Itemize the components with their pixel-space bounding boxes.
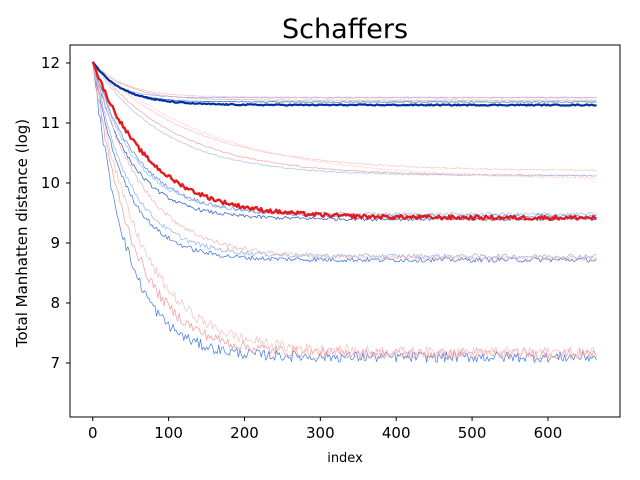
x-axis-ticks: 0 100 200 300 400 500 600 bbox=[88, 417, 562, 442]
y-tick-label: 12 bbox=[41, 54, 60, 72]
y-tick-label: 7 bbox=[50, 354, 60, 372]
x-tick-label: 500 bbox=[458, 424, 487, 442]
x-tick-label: 100 bbox=[154, 424, 183, 442]
series-line bbox=[92, 61, 597, 358]
series-line bbox=[92, 61, 597, 263]
series-line bbox=[92, 61, 597, 101]
series-line bbox=[92, 61, 597, 363]
series-line bbox=[91, 61, 597, 221]
y-tick-label: 8 bbox=[50, 294, 60, 312]
x-tick-label: 0 bbox=[88, 424, 98, 442]
plot-lines bbox=[91, 61, 597, 363]
y-axis-ticks: 7 8 9 10 11 12 bbox=[41, 54, 70, 372]
series-line bbox=[91, 61, 597, 107]
series-line bbox=[92, 61, 597, 180]
y-tick-label: 9 bbox=[50, 234, 60, 252]
series-line bbox=[92, 61, 597, 103]
series-line bbox=[92, 61, 597, 99]
x-tick-label: 200 bbox=[230, 424, 259, 442]
y-tick-label: 11 bbox=[41, 114, 60, 132]
series-line bbox=[92, 61, 597, 172]
x-tick-label: 300 bbox=[306, 424, 335, 442]
series-line bbox=[92, 61, 597, 98]
x-tick-label: 600 bbox=[534, 424, 563, 442]
y-tick-label: 10 bbox=[41, 174, 60, 192]
x-axis-label: index bbox=[327, 451, 363, 466]
x-tick-label: 400 bbox=[382, 424, 411, 442]
chart-title: Schaffers bbox=[282, 14, 408, 45]
plot-frame bbox=[69, 44, 621, 418]
y-axis-label: Total Manhatten distance (log) bbox=[13, 119, 31, 348]
series-line bbox=[92, 61, 597, 261]
